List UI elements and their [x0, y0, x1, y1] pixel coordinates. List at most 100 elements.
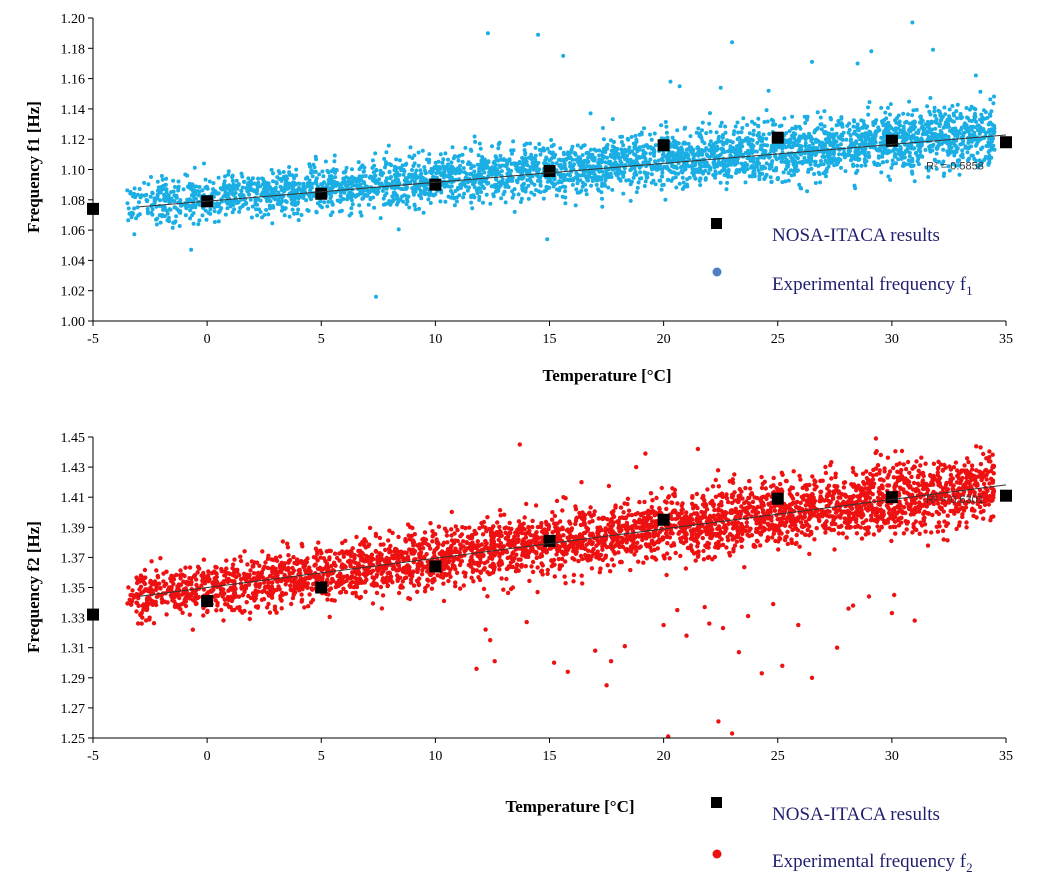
experimental-point	[821, 162, 826, 167]
experimental-point	[713, 169, 718, 174]
experimental-point	[490, 144, 494, 149]
experimental-point	[295, 211, 300, 216]
experimental-point	[600, 156, 605, 161]
experimental-point	[693, 176, 698, 181]
experimental-point	[315, 201, 320, 206]
experimental-point	[677, 151, 682, 156]
experimental-point	[361, 169, 366, 174]
experimental-point	[551, 184, 556, 189]
experimental-point	[733, 124, 738, 129]
y-tick-label: 1.00	[61, 315, 86, 330]
experimental-point	[868, 130, 873, 135]
experimental-point	[337, 182, 342, 187]
y-tick-label: 1.20	[61, 12, 86, 27]
experimental-point	[851, 162, 856, 167]
experimental-point	[634, 190, 639, 195]
experimental-point	[794, 143, 799, 148]
experimental-point	[926, 175, 931, 179]
experimental-point	[531, 162, 536, 167]
experimental-point	[642, 184, 647, 188]
experimental-point	[284, 174, 289, 179]
experimental-point	[973, 137, 978, 142]
experimental-point	[446, 578, 451, 584]
experimental-point	[240, 185, 245, 190]
experimental-point	[438, 152, 443, 157]
experimental-point	[828, 143, 833, 147]
experimental-point	[313, 154, 318, 159]
experimental-point	[914, 130, 919, 135]
y-axis-title-f1: Frequency f1 [Hz]	[24, 101, 43, 233]
experimental-point	[642, 150, 647, 155]
experimental-point	[848, 138, 853, 143]
experimental-point	[137, 200, 141, 205]
experimental-point	[304, 198, 309, 203]
experimental-point	[454, 199, 459, 204]
experimental-point	[218, 186, 223, 191]
experimental-point	[145, 199, 150, 204]
experimental-point	[923, 148, 928, 152]
experimental-point	[762, 177, 767, 181]
experimental-point	[984, 144, 989, 148]
experimental-point	[568, 161, 572, 165]
experimental-point	[529, 152, 534, 157]
experimental-point	[325, 597, 330, 602]
experimental-point	[926, 125, 931, 130]
experimental-point	[267, 610, 273, 615]
experimental-point	[377, 177, 382, 182]
experimental-point	[579, 573, 584, 578]
experimental-point	[464, 172, 469, 176]
legend-dot-marker-f1	[712, 267, 722, 277]
experimental-point	[775, 145, 779, 150]
experimental-point	[927, 144, 932, 149]
experimental-point	[386, 538, 391, 543]
experimental-point	[653, 143, 658, 148]
experimental-point	[287, 170, 292, 175]
experimental-point	[967, 107, 972, 112]
experimental-point	[673, 550, 678, 556]
experimental-point	[896, 126, 901, 131]
experimental-point	[790, 114, 795, 119]
experimental-point	[171, 220, 176, 225]
experimental-point	[563, 185, 568, 189]
experimental-point	[601, 137, 606, 142]
experimental-point	[691, 147, 696, 152]
experimental-point	[498, 153, 503, 158]
experimental-point	[537, 142, 542, 146]
experimental-point	[712, 162, 717, 167]
experimental-point	[794, 161, 799, 166]
experimental-point	[661, 182, 666, 187]
experimental-point	[219, 206, 224, 211]
experimental-point	[904, 119, 909, 124]
experimental-point	[793, 132, 798, 137]
experimental-point	[413, 173, 418, 178]
experimental-point	[356, 179, 361, 184]
experimental-point	[824, 174, 828, 179]
experimental-point	[893, 118, 898, 123]
experimental-point	[892, 127, 897, 132]
experimental-point	[473, 139, 478, 144]
experimental-point	[250, 204, 255, 209]
experimental-point	[815, 138, 820, 143]
experimental-point	[420, 178, 425, 183]
experimental-point	[757, 177, 762, 182]
experimental-point	[768, 175, 773, 180]
experimental-point	[135, 205, 140, 210]
experimental-point	[242, 196, 247, 201]
experimental-point	[597, 153, 602, 158]
experimental-point	[942, 105, 947, 110]
experimental-point	[894, 161, 898, 166]
experimental-point	[841, 130, 846, 135]
experimental-point	[822, 109, 827, 114]
experimental-point	[696, 147, 701, 151]
r2-label-f1: R² = 0.5858	[926, 161, 984, 173]
experimental-point	[417, 206, 422, 211]
experimental-point	[606, 483, 612, 489]
experimental-point	[657, 178, 662, 183]
experimental-point	[242, 180, 247, 184]
experimental-point	[135, 192, 140, 197]
experimental-point	[274, 180, 279, 185]
experimental-outlier-point	[910, 20, 915, 25]
experimental-point	[428, 190, 433, 195]
experimental-point	[960, 148, 965, 153]
experimental-point	[549, 138, 554, 142]
